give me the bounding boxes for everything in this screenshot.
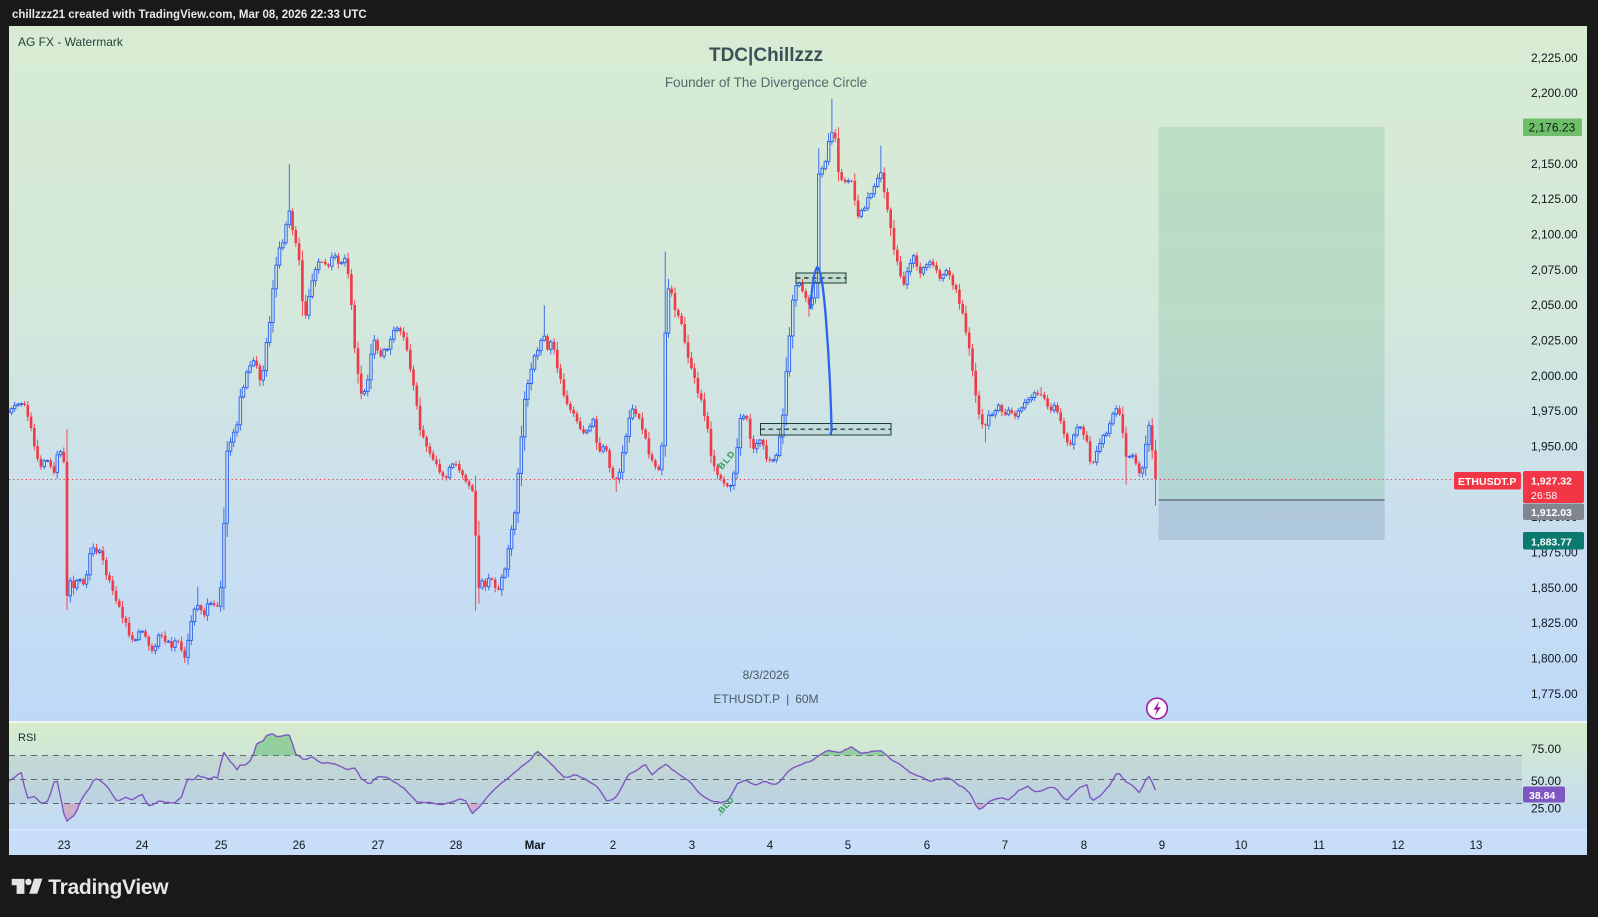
svg-text:8: 8 [1081, 840, 1087, 852]
svg-text:2,000.00: 2,000.00 [1531, 369, 1578, 383]
svg-text:7: 7 [1002, 840, 1008, 852]
svg-text:TDC|Chillzzz: TDC|Chillzzz [709, 45, 823, 66]
svg-text:12: 12 [1392, 840, 1405, 852]
svg-text:chillzzz21 created with Tradin: chillzzz21 created with TradingView.com,… [12, 9, 367, 21]
svg-text:AG FX - Watermark: AG FX - Watermark [18, 35, 124, 49]
svg-text:2,125.00: 2,125.00 [1531, 192, 1578, 206]
svg-text:1,912.03: 1,912.03 [1531, 507, 1572, 519]
svg-text:1,775.00: 1,775.00 [1531, 687, 1578, 701]
svg-text:26: 26 [293, 840, 306, 852]
svg-text:1,950.00: 1,950.00 [1531, 440, 1578, 454]
svg-text:Mar: Mar [525, 840, 546, 852]
svg-text:38.84: 38.84 [1529, 790, 1555, 802]
svg-text:1,825.00: 1,825.00 [1531, 616, 1578, 630]
svg-text:Founder of The Divergence Circ: Founder of The Divergence Circle [665, 75, 867, 90]
svg-text:2,050.00: 2,050.00 [1531, 298, 1578, 312]
svg-text:2,225.00: 2,225.00 [1531, 51, 1578, 65]
svg-text:23: 23 [58, 840, 71, 852]
svg-text:24: 24 [136, 840, 149, 852]
svg-text:1,883.77: 1,883.77 [1531, 537, 1572, 549]
svg-text:8/3/2026: 8/3/2026 [743, 668, 790, 682]
svg-text:RSI: RSI [18, 732, 36, 744]
svg-text:2: 2 [610, 840, 616, 852]
svg-text:TradingView: TradingView [48, 876, 169, 899]
svg-text:50.00: 50.00 [1531, 774, 1561, 788]
svg-text:28: 28 [450, 840, 463, 852]
svg-text:2,025.00: 2,025.00 [1531, 334, 1578, 348]
svg-text:1,850.00: 1,850.00 [1531, 581, 1578, 595]
svg-text:4: 4 [767, 840, 774, 852]
svg-text:2,176.23: 2,176.23 [1529, 121, 1576, 135]
svg-text:2,150.00: 2,150.00 [1531, 157, 1578, 171]
svg-text:2,100.00: 2,100.00 [1531, 228, 1578, 242]
svg-text:27: 27 [372, 840, 385, 852]
svg-text:1,975.00: 1,975.00 [1531, 404, 1578, 418]
svg-text:25: 25 [215, 840, 228, 852]
svg-text:ETHUSDT.P | 60M: ETHUSDT.P | 60M [713, 692, 818, 706]
svg-text:9: 9 [1159, 840, 1165, 852]
svg-text:13: 13 [1470, 840, 1483, 852]
svg-text:1,800.00: 1,800.00 [1531, 652, 1578, 666]
svg-text:3: 3 [689, 840, 695, 852]
svg-text:75.00: 75.00 [1531, 742, 1561, 756]
svg-text:5: 5 [845, 840, 851, 852]
svg-text:2,075.00: 2,075.00 [1531, 263, 1578, 277]
svg-text:1,927.32: 1,927.32 [1531, 476, 1572, 488]
svg-text:10: 10 [1235, 840, 1248, 852]
svg-text:2,200.00: 2,200.00 [1531, 86, 1578, 100]
svg-text:26:58: 26:58 [1531, 490, 1557, 502]
svg-text:ETHUSDT.P: ETHUSDT.P [1458, 476, 1516, 488]
svg-text:11: 11 [1313, 840, 1325, 852]
svg-text:6: 6 [924, 840, 930, 852]
svg-text:25.00: 25.00 [1531, 801, 1561, 815]
